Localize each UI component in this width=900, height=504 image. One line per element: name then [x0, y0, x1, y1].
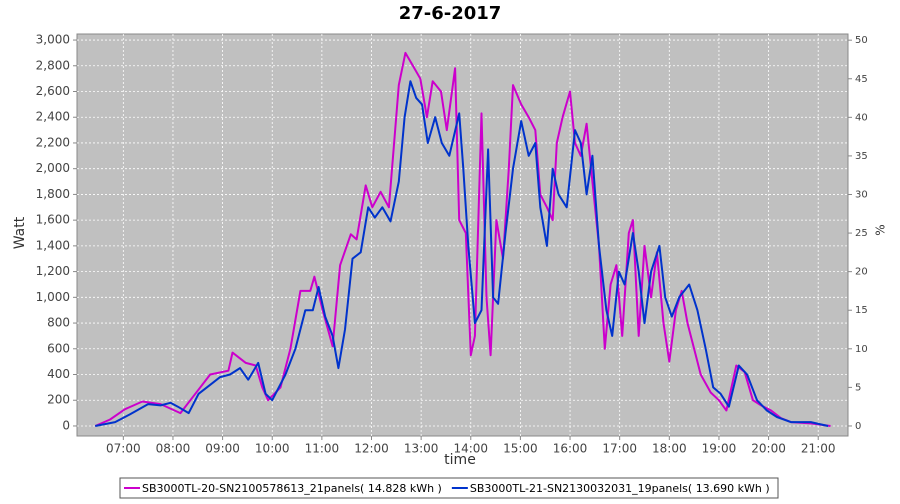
y2-axis-label: %: [874, 224, 888, 235]
y-tick-label: 3,000: [36, 33, 70, 47]
y-axis-label: Watt: [12, 216, 28, 249]
y-tick-label: 2,600: [36, 84, 70, 98]
y-tick-label: 2,800: [36, 58, 70, 72]
y2-tick-label: 0: [855, 421, 861, 432]
y2-tick-label: 45: [855, 74, 868, 85]
y-tick-label: 2,200: [36, 135, 70, 149]
x-axis-label: time: [444, 452, 476, 468]
x-tick-label: 10:00: [255, 442, 290, 456]
y-tick-label: 1,800: [36, 187, 70, 201]
y-tick-label: 1,400: [36, 238, 70, 252]
y-tick-label: 200: [47, 393, 70, 407]
y2-tick-label: 40: [855, 112, 868, 123]
x-tick-label: 18:00: [652, 442, 687, 456]
chart-title: 27-6-2017: [399, 3, 502, 24]
x-tick-label: 11:00: [305, 442, 340, 456]
x-tick-label: 16:00: [553, 442, 588, 456]
y2-tick-label: 30: [855, 189, 868, 200]
y2-tick-label: 15: [855, 305, 868, 316]
x-tick-label: 08:00: [156, 442, 191, 456]
y2-tick-label: 50: [855, 35, 868, 46]
legend-label: SB3000TL-21-SN2130032031_19panels( 13.69…: [470, 482, 770, 495]
x-tick-label: 13:00: [404, 442, 439, 456]
x-tick-label: 20:00: [751, 442, 786, 456]
y-tick-label: 0: [62, 418, 70, 432]
y2-tick-label: 10: [855, 344, 868, 355]
y2-tick-label: 25: [855, 228, 868, 239]
y-tick-label: 1,200: [36, 264, 70, 278]
x-tick-label: 19:00: [702, 442, 737, 456]
y-tick-label: 1,600: [36, 213, 70, 227]
y2-tick-label: 20: [855, 267, 868, 278]
x-tick-label: 09:00: [205, 442, 240, 456]
x-tick-label: 21:00: [801, 442, 836, 456]
y-tick-label: 600: [47, 341, 70, 355]
y-tick-label: 400: [47, 367, 70, 381]
x-tick-label: 12:00: [354, 442, 389, 456]
series-line: [95, 80, 829, 427]
x-tick-label: 14:00: [453, 442, 488, 456]
y-tick-label: 800: [47, 316, 70, 330]
y2-tick-label: 35: [855, 151, 868, 162]
x-tick-label: 17:00: [602, 442, 637, 456]
x-tick-label: 15:00: [503, 442, 538, 456]
y-tick-label: 1,000: [36, 290, 70, 304]
legend: [119, 477, 779, 499]
x-tick-label: 07:00: [106, 442, 141, 456]
plot-area: [76, 33, 849, 437]
y2-tick-label: 5: [855, 382, 861, 393]
y-tick-label: 2,000: [36, 161, 70, 175]
legend-label: SB3000TL-20-SN2100578613_21panels( 14.82…: [142, 482, 442, 495]
y-tick-label: 2,400: [36, 110, 70, 124]
